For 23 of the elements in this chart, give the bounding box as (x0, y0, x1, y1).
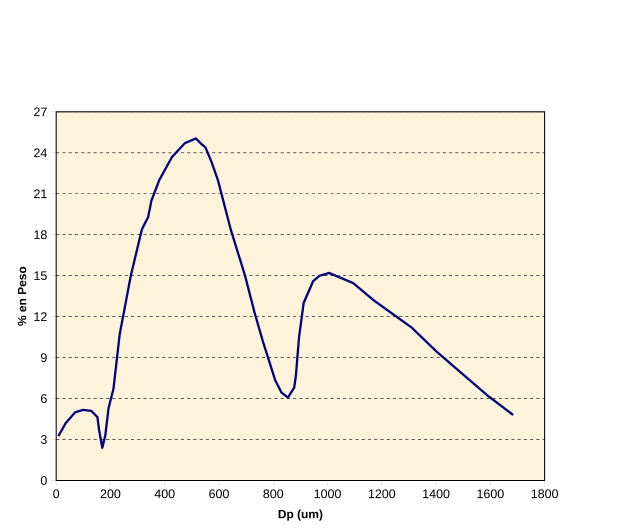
y-tick-label: 24 (34, 148, 47, 158)
x-tick-label: 0 (53, 489, 60, 498)
x-tick-label: 1800 (532, 489, 558, 498)
x-tick-label: 400 (154, 489, 175, 498)
x-tick-label: 1400 (423, 489, 450, 498)
y-axis-title: % en Peso (18, 266, 26, 326)
x-tick-label: 800 (263, 489, 284, 498)
y-tick-label: 12 (34, 312, 47, 321)
y-tick-label: 6 (41, 394, 47, 403)
x-tick-label: 600 (209, 489, 229, 498)
y-tick-label: 15 (34, 271, 47, 280)
x-tick-label: 1200 (368, 489, 396, 498)
y-tick-label: 18 (34, 230, 47, 239)
x-tick-label: 200 (100, 489, 120, 498)
y-tick-label: 9 (40, 353, 47, 362)
x-tick-label: 1600 (477, 489, 504, 498)
y-tick-label: 0 (40, 476, 47, 485)
line-series (57, 137, 514, 449)
y-tick-label: 27 (34, 107, 47, 116)
y-tick-label: 3 (40, 435, 47, 444)
x-axis-title: Dp (um) (278, 509, 322, 521)
y-tick-label: 21 (34, 189, 47, 198)
x-tick-label: 1000 (314, 489, 341, 498)
